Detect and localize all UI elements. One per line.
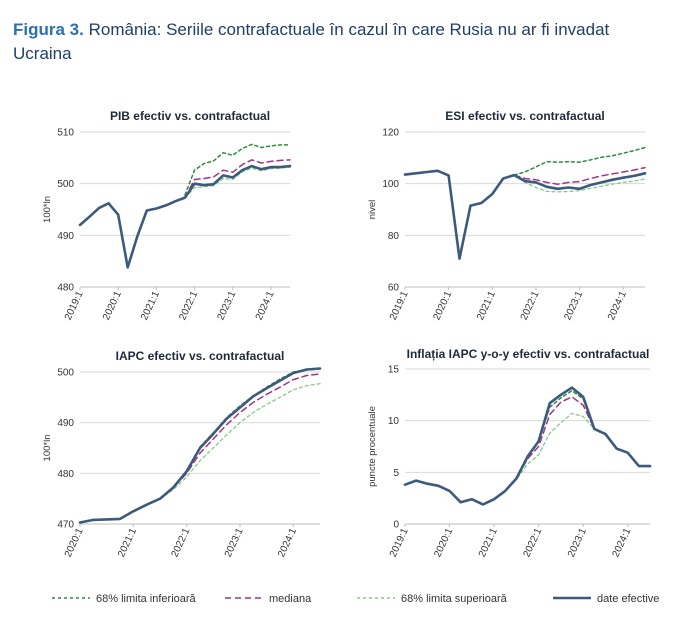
y-tick-label: 120 [382, 128, 399, 139]
series-line-actual [403, 386, 652, 506]
y-axis-label: nivel [367, 200, 378, 220]
y-tick-label: 5 [393, 468, 399, 479]
x-tick-label: 2023:1 [566, 526, 589, 559]
chart-title: PIB efectiv vs. contrafactual [110, 109, 270, 123]
series-line-upper [159, 383, 321, 500]
figure-title: Figura 3. România: Seriile contrafactual… [13, 18, 613, 66]
y-tick-label: 490 [57, 231, 74, 242]
chart-panel-3: IAPC efectiv vs. contrafactual 470 480 490 5… [42, 349, 322, 559]
x-tick-label: 2020:1 [101, 289, 124, 322]
y-axis-label: 100*ln [42, 196, 53, 223]
x-tick-label: 2024:1 [254, 289, 277, 322]
series-line-upper [504, 412, 595, 492]
y-tick-label: 10 [388, 416, 400, 427]
x-tick-label: 2023:1 [216, 289, 239, 322]
legend-label-upper: 68% limita superioară [401, 593, 508, 605]
series-line-upper [513, 174, 646, 193]
legend-label-actual: date efective [597, 593, 659, 605]
chart-title: ESI efectiv vs. contrafactual [445, 109, 604, 123]
series-line-actual [78, 367, 322, 524]
legend-label-lower: 68% limita inferioară [96, 593, 197, 605]
x-tick-label: 2020:1 [432, 526, 455, 559]
x-tick-label: 2024:1 [606, 289, 629, 322]
x-tick-label: 2022:1 [519, 289, 542, 322]
figure-number: Figura 3. [13, 20, 84, 39]
chart-panel-4: Inflația IAPC y-o-y efectiv vs. contrafa… [367, 347, 652, 559]
series-line-upper [184, 166, 291, 199]
figure-caption: România: Seriile contrafactuale în cazul… [13, 20, 610, 63]
legend: 68% limita inferioară mediana 68% limita s… [52, 593, 659, 605]
chart-panel-2: ESI efectiv vs. contrafactual 60 80 100 120 n… [367, 109, 647, 322]
y-axis-label: 100*ln [42, 435, 53, 462]
y-tick-label: 480 [57, 469, 74, 480]
y-tick-label: 0 [393, 520, 399, 531]
x-tick-label: 2019:1 [388, 289, 411, 322]
y-tick-label: 470 [57, 520, 74, 531]
x-tick-label: 2020:1 [431, 289, 454, 322]
series-line-actual [78, 164, 292, 269]
x-tick-label: 2022:1 [177, 289, 200, 322]
x-tick-label: 2021:1 [116, 526, 139, 559]
x-tick-label: 2024:1 [611, 526, 634, 559]
charts-canvas: PIB efectiv vs. contrafactual48049050051… [42, 109, 659, 605]
y-tick-label: 80 [388, 231, 400, 242]
series-line-median [159, 373, 321, 500]
series-line-lower [513, 146, 646, 176]
y-tick-label: 510 [57, 128, 74, 139]
series-line-median [513, 166, 646, 185]
series-line-median [184, 159, 291, 199]
y-tick-label: 500 [57, 179, 74, 190]
x-tick-label: 2021:1 [139, 289, 162, 322]
y-axis-label: puncte procentuale [367, 406, 378, 487]
figure-area: PIB efectiv vs. contrafactual 480 490 500 51… [10, 92, 670, 622]
series-line-lower [184, 143, 291, 196]
y-tick-label: 490 [57, 418, 74, 429]
legend-label-median: mediana [269, 593, 312, 605]
x-tick-label: 2023:1 [223, 526, 246, 559]
x-tick-label: 2024:1 [276, 526, 299, 559]
x-tick-label: 2022:1 [521, 526, 544, 559]
y-tick-label: 480 [57, 283, 74, 294]
x-tick-label: 2020:1 [63, 526, 86, 559]
series-line-actual [403, 169, 647, 260]
x-tick-label: 2019:1 [63, 289, 86, 322]
y-tick-label: 500 [57, 368, 74, 379]
x-tick-label: 2023:1 [562, 289, 585, 322]
chart-title: Inflația IAPC y-o-y efectiv vs. contrafa… [407, 347, 650, 361]
x-tick-label: 2019:1 [388, 526, 411, 559]
chart-panel-1: PIB efectiv vs. contrafactual 480 490 500 51… [42, 109, 292, 322]
y-tick-label: 100 [382, 179, 399, 190]
x-tick-label: 2021:1 [475, 289, 498, 322]
y-tick-label: 15 [388, 365, 400, 376]
chart-title: IAPC efectiv vs. contrafactual [116, 349, 285, 363]
y-tick-label: 60 [388, 283, 400, 294]
x-tick-label: 2021:1 [477, 526, 500, 559]
x-tick-label: 2022:1 [169, 526, 192, 559]
